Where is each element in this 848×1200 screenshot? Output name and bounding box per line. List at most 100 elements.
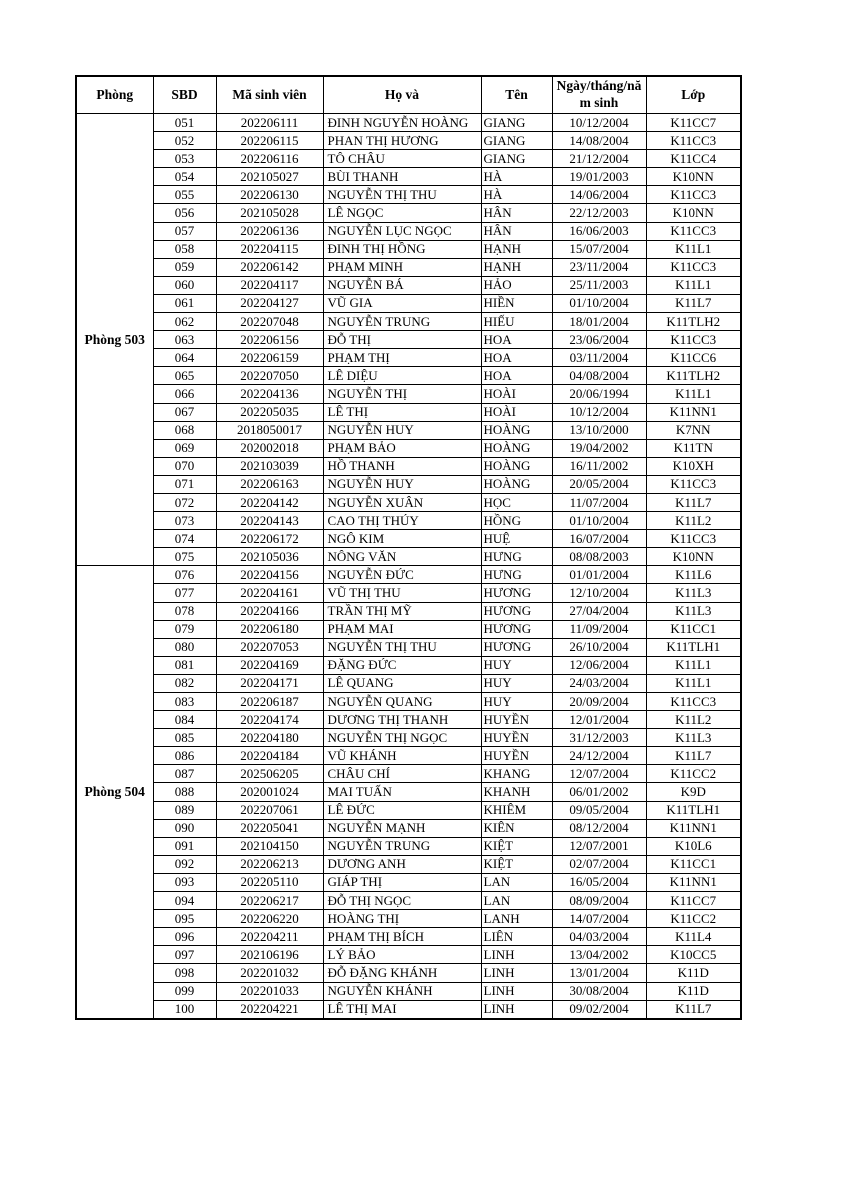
cell-ngay: 16/06/2003 <box>551 221 647 241</box>
cell-ho: NGUYỄN KHÁNH <box>322 981 482 1001</box>
room-label: Phòng 503 <box>75 112 154 567</box>
cell-ten: HOÀI <box>480 384 553 404</box>
cell-sbd: 090 <box>152 818 217 838</box>
cell-lop: K11L4 <box>645 927 742 947</box>
table-row: 087 202506205 CHÂU CHÍ KHANG 12/07/2004 K11CC… <box>76 764 742 784</box>
cell-ho: LÊ NGỌC <box>322 203 482 223</box>
table-row: 061 202204127 VŨ GIA HIỀN 01/10/2004 K11L7 <box>76 293 742 314</box>
cell-ten: HOA <box>480 330 553 350</box>
table-row: 072 202204142 NGUYỄN XUÂN HỌC 11/07/2004 K11L… <box>76 492 742 513</box>
cell-ho: NGUYỄN QUANG <box>322 691 482 712</box>
cell-ma: 202207050 <box>215 366 324 386</box>
cell-ngay: 03/11/2004 <box>551 348 647 368</box>
cell-sbd: 093 <box>152 872 217 893</box>
cell-ten: HƯƠNG <box>480 637 553 657</box>
cell-ma: 202506205 <box>215 764 324 784</box>
cell-lop: K11CC3 <box>645 474 742 494</box>
cell-ngay: 19/01/2003 <box>551 167 647 187</box>
cell-ten: HẢO <box>480 275 553 295</box>
cell-ho: TÔ CHÂU <box>322 149 482 169</box>
cell-ho: NGUYỄN ĐỨC <box>322 565 482 585</box>
cell-ten: HƯƠNG <box>480 619 553 639</box>
room-label: Phòng 504 <box>75 565 154 1020</box>
cell-lop: K11L7 <box>645 293 742 314</box>
cell-sbd: 077 <box>152 583 217 603</box>
cell-sbd: 059 <box>152 257 217 277</box>
cell-ngay: 24/03/2004 <box>551 673 647 694</box>
cell-ten: HUYỀN <box>480 710 553 730</box>
cell-ten: KIỆT <box>480 836 553 856</box>
cell-sbd: 065 <box>152 366 217 386</box>
cell-ma: 202103039 <box>215 456 324 476</box>
table-header: Phòng SBD Mã sinh viên Họ và Tên Ngày/th… <box>75 75 742 114</box>
cell-sbd: 066 <box>152 384 217 404</box>
cell-lop: K11NN1 <box>645 872 742 893</box>
cell-ten: HƯNG <box>480 565 553 585</box>
cell-ho: CHÂU CHÍ <box>322 764 482 784</box>
cell-ngay: 08/12/2004 <box>551 818 647 838</box>
table-row: 068 2018050017 NGUYỄN HUY HOÀNG 13/10/2000 K7… <box>76 420 742 440</box>
cell-lop: K11CC1 <box>645 854 742 874</box>
cell-lop: K11CC3 <box>645 221 742 241</box>
cell-ngay: 06/01/2002 <box>551 782 647 802</box>
cell-ten: GIANG <box>480 131 553 151</box>
cell-ten: HOÀNG <box>480 438 553 458</box>
table-row: 058 202204115 ĐINH THỊ HỒNG HẠNH 15/07/2004 K… <box>76 239 742 259</box>
cell-ma: 202206130 <box>215 185 324 205</box>
cell-ten: HUY <box>480 691 553 712</box>
cell-lop: K11TN <box>645 438 742 458</box>
cell-ma: 202204166 <box>215 601 324 621</box>
table-row: 086 202204184 VŨ KHÁNH HUYỀN 24/12/2004 K11L7 <box>76 746 742 766</box>
table-row: 084 202204174 DƯƠNG THỊ THANH HUYỀN 12/01/20… <box>76 710 742 730</box>
table-row: 098 202201032 ĐỖ ĐẶNG KHÁNH LINH 13/01/2004 K… <box>76 963 742 983</box>
table-row: 088 202001024 MAI TUẤN KHANH 06/01/2002 K9D <box>76 782 742 802</box>
cell-ho: ĐỖ THỊ <box>322 330 482 350</box>
table-row: 100 202204221 LÊ THỊ MAI LINH 09/02/2004 K11L… <box>76 999 742 1020</box>
cell-sbd: 080 <box>152 637 217 657</box>
table-row: 057 202206136 NGUYỄN LỤC NGỌC HÂN 16/06/2003… <box>76 221 742 241</box>
cell-ho: NGUYỄN BÁ <box>322 275 482 295</box>
cell-sbd: 057 <box>152 221 217 241</box>
cell-ho: NGUYỄN THỊ THU <box>322 637 482 657</box>
cell-lop: K11CC2 <box>645 909 742 929</box>
table-row: 064 202206159 PHẠM THỊ HOA 03/11/2004 K11CC6 <box>76 348 742 368</box>
cell-ngay: 12/01/2004 <box>551 710 647 730</box>
cell-ma: 202204161 <box>215 583 324 603</box>
cell-lop: K11L3 <box>645 728 742 748</box>
cell-lop: K11CC3 <box>645 257 742 277</box>
cell-ngay: 01/10/2004 <box>551 293 647 314</box>
cell-ngay: 01/01/2004 <box>551 565 647 585</box>
cell-sbd: 096 <box>152 927 217 947</box>
cell-lop: K11L6 <box>645 565 742 585</box>
cell-ma: 202204174 <box>215 710 324 730</box>
cell-ten: KIỆT <box>480 854 553 874</box>
table-row: 066 202204136 NGUYỄN THỊ HOÀI 20/06/1994 K11L… <box>76 384 742 404</box>
cell-ten: KHANH <box>480 782 553 802</box>
cell-sbd: 055 <box>152 185 217 205</box>
cell-sbd: 051 <box>152 112 217 133</box>
cell-ten: LINH <box>480 945 553 965</box>
cell-ma: 202105036 <box>215 547 324 567</box>
cell-lop: K11L3 <box>645 601 742 621</box>
cell-ngay: 11/09/2004 <box>551 619 647 639</box>
table-row: Phòng 503 051 202206111 ĐINH NGUYỄN HOÀNG GI… <box>75 112 742 567</box>
cell-ma: 202204143 <box>215 511 324 531</box>
cell-sbd: 081 <box>152 655 217 675</box>
column-header-student-id: Mã sinh viên <box>215 75 324 114</box>
cell-sbd: 067 <box>152 402 217 422</box>
table-row: 067 202205035 LÊ THỊ HOÀI 10/12/2004 K11NN1 <box>76 402 742 422</box>
cell-ma: 202201033 <box>215 981 324 1001</box>
cell-ma: 202206220 <box>215 909 324 929</box>
table-row: 090 202205041 NGUYỄN MẠNH KIÊN 08/12/2004 K11… <box>76 818 742 838</box>
cell-ma: 202204171 <box>215 673 324 694</box>
cell-ngay: 15/07/2004 <box>551 239 647 259</box>
cell-ho: PHAN THỊ HƯƠNG <box>322 131 482 151</box>
cell-ma: 202105028 <box>215 203 324 223</box>
cell-ngay: 14/07/2004 <box>551 909 647 929</box>
cell-ho: HỒ THANH <box>322 456 482 476</box>
cell-ho: ĐỖ ĐẶNG KHÁNH <box>322 963 482 983</box>
cell-ten: HOA <box>480 366 553 386</box>
table-row: 081 202204169 ĐẶNG ĐỨC HUY 12/06/2004 K11L1 <box>76 655 742 675</box>
cell-ma: 202204142 <box>215 492 324 513</box>
table-row: 074 202206172 NGÔ KIM HUỆ 16/07/2004 K11CC3 <box>76 529 742 549</box>
